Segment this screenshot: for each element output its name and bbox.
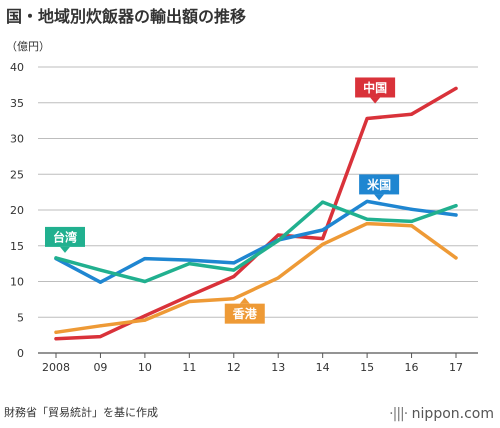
- brand-mark: ·|||·: [389, 406, 408, 422]
- series-label-pointer-台湾: [60, 246, 70, 253]
- series-layer: [54, 86, 458, 341]
- data-point-中国-09: [98, 334, 103, 339]
- y-tick-label-15: 15: [10, 240, 24, 253]
- y-tick-label-5: 5: [17, 311, 24, 324]
- series-line-台湾: [54, 200, 458, 284]
- data-point-中国-10: [143, 314, 147, 318]
- brand-logo: ·|||· nippon.com: [389, 406, 494, 422]
- x-tick-label-16: 16: [405, 361, 419, 374]
- data-point-台湾-14: [321, 200, 325, 204]
- series-label-box-中国: [355, 77, 396, 98]
- series-label-box-台湾: [45, 226, 85, 247]
- series-label-box-香港: [224, 303, 265, 324]
- data-point-中国-17: [454, 86, 458, 91]
- data-point-中国-14: [321, 237, 325, 241]
- data-point-台湾-12: [232, 268, 236, 272]
- data-point-米国-17: [454, 213, 458, 217]
- data-point-香港-2008: [54, 330, 58, 334]
- tick-layer: 0 5 10 15 20 25 30 35 40 2008 09 10 11 12 13 14 15 16 17: [10, 61, 463, 374]
- series-label-text-台湾: 台湾: [53, 229, 77, 244]
- series-label-pointer-香港: [239, 297, 250, 304]
- series-line-香港: [54, 221, 458, 335]
- data-point-中国-11: [187, 294, 191, 298]
- data-point-台湾-09: [98, 268, 103, 272]
- x-tick-label-15: 15: [360, 361, 374, 374]
- series-label-香港: 香港: [224, 297, 265, 324]
- series-label-box-米国: [359, 174, 400, 195]
- series-label-pointer-中国: [370, 97, 381, 104]
- series-label-米国: 米国: [359, 174, 400, 201]
- data-point-米国-10: [143, 257, 147, 261]
- y-axis-unit-label: （億円）: [6, 40, 50, 53]
- grid-layer: [38, 66, 478, 354]
- data-point-香港-16: [409, 224, 414, 228]
- chart-title: 国・地域別炊飯器の輸出額の推移: [6, 7, 247, 26]
- series-中国: [54, 86, 458, 341]
- x-tick-label-11: 11: [182, 361, 196, 374]
- data-point-米国-09: [98, 280, 103, 284]
- data-point-香港-17: [454, 256, 458, 260]
- series-line-中国: [54, 86, 458, 341]
- y-tick-label-30: 30: [10, 133, 24, 146]
- data-point-台湾-2008: [54, 256, 58, 260]
- data-point-米国-12: [232, 261, 236, 265]
- data-point-香港-11: [187, 299, 191, 304]
- data-point-台湾-17: [454, 204, 458, 208]
- series-label-pointer-米国: [374, 194, 385, 201]
- data-point-香港-13: [276, 276, 280, 280]
- data-point-中国-13: [276, 233, 280, 237]
- x-tick-label-09: 09: [93, 361, 107, 374]
- series-label-text-香港: 香港: [232, 306, 258, 321]
- data-point-米国-14: [321, 228, 325, 232]
- y-tick-label-10: 10: [10, 276, 24, 289]
- series-label-text-中国: 中国: [363, 80, 387, 95]
- series-label-台湾: 台湾: [45, 226, 85, 253]
- x-tick-label-10: 10: [138, 361, 152, 374]
- series-香港: [54, 221, 458, 335]
- data-point-米国-11: [187, 258, 191, 262]
- data-point-香港-12: [232, 297, 236, 301]
- brand-name: nippon.com: [411, 406, 494, 422]
- x-tick-label-17: 17: [449, 361, 463, 374]
- data-point-台湾-10: [143, 279, 147, 284]
- series-米国: [54, 199, 458, 284]
- x-tick-label-2008: 2008: [42, 361, 70, 374]
- x-tick-label-14: 14: [316, 361, 330, 374]
- data-point-中国-16: [409, 112, 414, 116]
- series-label-text-米国: 米国: [367, 177, 391, 192]
- data-point-台湾-13: [276, 239, 280, 243]
- series-台湾: [54, 200, 458, 284]
- data-point-米国-15: [365, 199, 369, 204]
- x-tick-label-12: 12: [227, 361, 241, 374]
- y-tick-label-20: 20: [10, 204, 24, 217]
- data-point-香港-09: [98, 324, 103, 328]
- y-tick-label-35: 35: [10, 97, 24, 110]
- data-point-香港-14: [321, 242, 325, 246]
- data-point-香港-15: [365, 221, 369, 226]
- data-point-台湾-11: [187, 262, 191, 266]
- y-tick-label-25: 25: [10, 168, 24, 181]
- data-point-台湾-15: [365, 217, 369, 221]
- y-tick-label-40: 40: [10, 61, 24, 74]
- y-tick-label-0: 0: [17, 347, 24, 360]
- series-line-米国: [54, 199, 458, 284]
- x-tick-label-13: 13: [271, 361, 285, 374]
- data-point-中国-2008: [54, 337, 58, 341]
- series-label-中国: 中国: [355, 77, 396, 104]
- data-point-香港-10: [143, 318, 147, 322]
- data-point-中国-12: [232, 274, 236, 279]
- data-point-中国-15: [365, 116, 369, 121]
- data-point-台湾-16: [409, 219, 414, 224]
- data-point-米国-16: [409, 207, 414, 211]
- source-note: 財務省「貿易統計」を基に作成: [4, 406, 158, 419]
